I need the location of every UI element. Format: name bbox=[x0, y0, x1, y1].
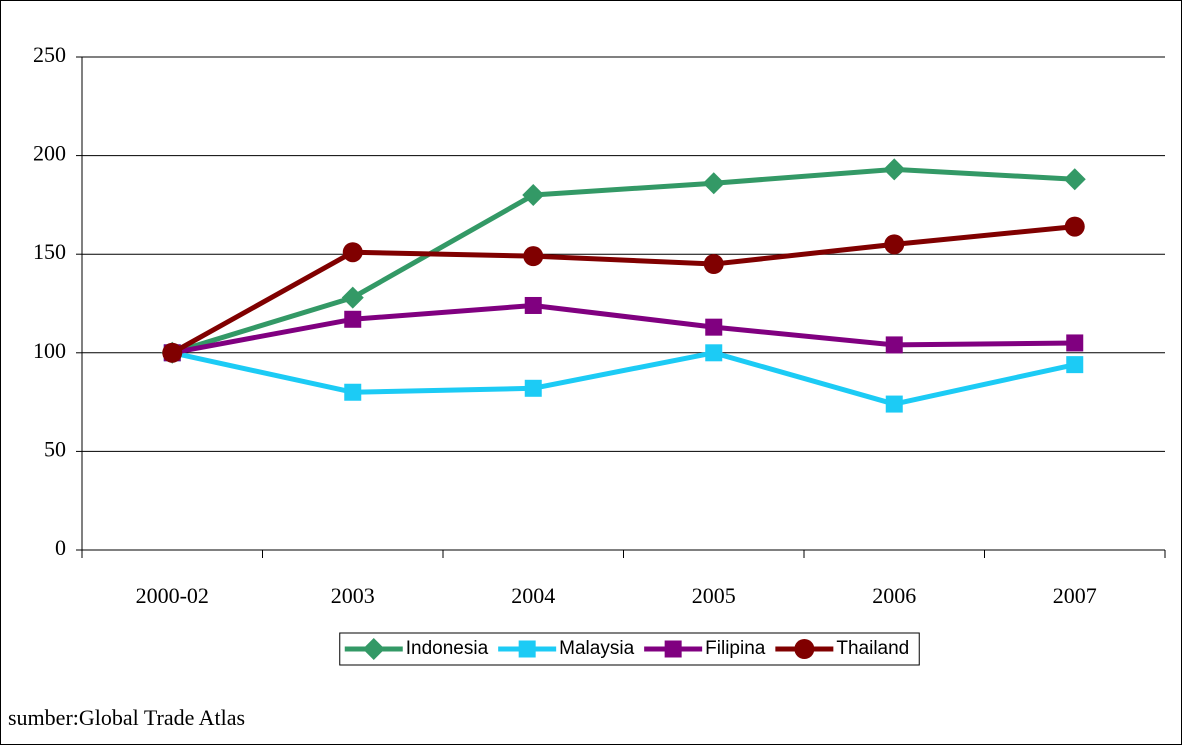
data-point bbox=[344, 383, 362, 401]
legend-label: Indonesia bbox=[406, 638, 489, 659]
legend-label: Thailand bbox=[836, 638, 909, 659]
data-point bbox=[162, 342, 183, 363]
y-tick-label: 150 bbox=[33, 239, 66, 264]
data-point bbox=[885, 336, 903, 354]
x-tick-label: 2005 bbox=[692, 583, 736, 608]
data-point bbox=[705, 344, 723, 362]
series-line bbox=[171, 224, 1075, 355]
data-point bbox=[884, 234, 905, 255]
data-point bbox=[522, 184, 545, 207]
legend-swatch-marker bbox=[794, 639, 815, 659]
legend-swatch-marker bbox=[518, 640, 536, 658]
x-tick-label: 2000-02 bbox=[136, 583, 209, 608]
data-point bbox=[705, 318, 723, 336]
data-point bbox=[703, 254, 724, 275]
y-tick-label: 0 bbox=[55, 535, 66, 560]
data-point bbox=[342, 242, 363, 263]
data-point bbox=[524, 379, 542, 397]
data-point bbox=[702, 172, 725, 195]
legend-label: Filipina bbox=[705, 638, 766, 659]
data-point bbox=[1064, 216, 1085, 237]
data-point bbox=[885, 395, 903, 413]
data-point bbox=[1063, 168, 1086, 191]
legend-swatch-marker bbox=[664, 640, 682, 658]
x-tick-label: 2004 bbox=[511, 583, 555, 608]
legend: Indonesia Malaysia Filipina Thailand bbox=[339, 632, 920, 666]
data-point bbox=[524, 296, 542, 314]
y-tick-label: 250 bbox=[33, 42, 66, 67]
y-tick-label: 100 bbox=[33, 338, 66, 363]
data-point bbox=[1066, 356, 1084, 374]
data-point bbox=[344, 310, 362, 328]
series-line bbox=[171, 166, 1075, 356]
series-line bbox=[171, 302, 1075, 356]
source-note: sumber:Global Trade Atlas bbox=[8, 705, 245, 730]
x-tick-label: 2006 bbox=[872, 583, 916, 608]
x-tick-label: 2007 bbox=[1053, 583, 1097, 608]
data-point bbox=[883, 158, 906, 181]
data-point bbox=[523, 246, 544, 267]
x-tick-label: 2003 bbox=[331, 583, 375, 608]
data-point bbox=[1066, 334, 1084, 352]
legend-label: Malaysia bbox=[559, 638, 634, 659]
y-tick-label: 50 bbox=[44, 436, 66, 461]
data-point bbox=[341, 286, 364, 309]
y-tick-label: 200 bbox=[33, 141, 66, 166]
series-line bbox=[171, 350, 1076, 407]
legend-swatch-marker bbox=[362, 638, 385, 660]
